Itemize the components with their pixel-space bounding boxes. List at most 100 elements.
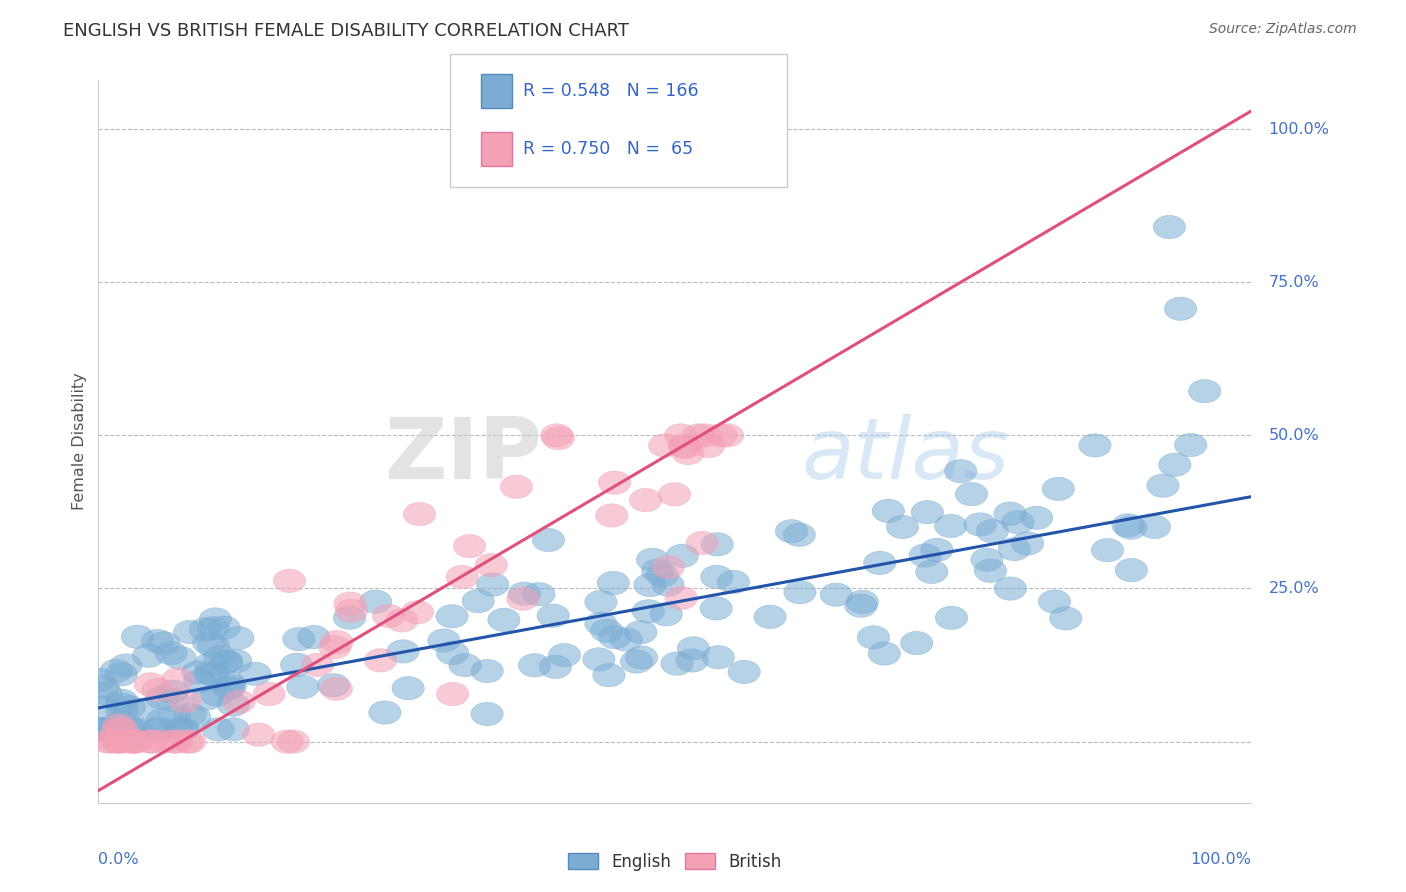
Ellipse shape [775,519,807,543]
Ellipse shape [298,625,330,648]
Ellipse shape [91,718,124,741]
Ellipse shape [197,634,229,657]
Ellipse shape [540,424,572,447]
Ellipse shape [1021,506,1053,530]
Ellipse shape [728,660,761,683]
Ellipse shape [598,572,630,595]
Ellipse shape [135,730,167,753]
Ellipse shape [501,475,533,499]
Ellipse shape [1159,453,1191,476]
Text: R = 0.750   N =  65: R = 0.750 N = 65 [523,140,693,159]
Ellipse shape [436,682,468,706]
Ellipse shape [634,574,666,597]
Ellipse shape [159,706,191,729]
Ellipse shape [83,668,115,691]
Ellipse shape [658,483,690,506]
Ellipse shape [886,516,918,539]
Ellipse shape [908,544,941,567]
Ellipse shape [1050,607,1081,630]
Ellipse shape [523,582,555,606]
Ellipse shape [148,632,180,655]
Ellipse shape [626,646,658,669]
Ellipse shape [610,628,643,651]
Ellipse shape [194,653,226,676]
Ellipse shape [593,664,626,687]
Ellipse shape [201,683,233,706]
Ellipse shape [96,730,128,753]
Ellipse shape [624,621,657,644]
Ellipse shape [319,636,352,659]
Y-axis label: Female Disability: Female Disability [72,373,87,510]
Ellipse shape [368,701,401,724]
Ellipse shape [105,699,138,723]
Ellipse shape [103,714,135,737]
Ellipse shape [976,519,1008,542]
Ellipse shape [101,719,134,742]
Ellipse shape [212,672,245,695]
Ellipse shape [672,442,704,465]
Ellipse shape [665,424,697,447]
Ellipse shape [277,730,309,753]
Ellipse shape [142,718,174,741]
Ellipse shape [477,573,509,596]
Ellipse shape [676,648,709,673]
Ellipse shape [385,608,418,632]
Ellipse shape [335,592,366,615]
Ellipse shape [630,489,662,512]
Ellipse shape [91,730,124,753]
Ellipse shape [845,594,877,617]
Ellipse shape [711,424,744,447]
Ellipse shape [146,686,179,709]
Ellipse shape [200,607,232,631]
Ellipse shape [146,708,179,732]
Ellipse shape [446,566,478,589]
Ellipse shape [668,434,700,458]
Text: 25.0%: 25.0% [1268,581,1319,596]
Ellipse shape [1039,590,1070,613]
Ellipse shape [318,673,350,697]
Ellipse shape [633,599,665,623]
Ellipse shape [89,718,121,741]
Ellipse shape [392,677,425,700]
Ellipse shape [156,680,188,703]
Ellipse shape [103,712,135,735]
Ellipse shape [281,653,312,676]
Ellipse shape [101,718,134,741]
Ellipse shape [188,618,221,641]
Ellipse shape [650,603,682,626]
Ellipse shape [1139,516,1171,539]
Ellipse shape [202,718,235,741]
Ellipse shape [242,723,274,747]
Ellipse shape [858,625,890,649]
Ellipse shape [103,730,135,753]
Ellipse shape [301,653,333,676]
Ellipse shape [1078,434,1111,457]
Text: R = 0.548   N = 166: R = 0.548 N = 166 [523,82,699,101]
Ellipse shape [166,718,198,741]
Ellipse shape [157,689,190,712]
Ellipse shape [915,560,948,583]
Ellipse shape [689,424,721,447]
Ellipse shape [211,650,243,673]
Ellipse shape [970,548,1002,571]
Ellipse shape [373,604,405,628]
Ellipse shape [165,647,197,670]
Ellipse shape [1153,215,1185,239]
Ellipse shape [717,570,749,593]
Ellipse shape [121,718,152,741]
Ellipse shape [620,650,652,673]
Ellipse shape [585,591,617,614]
Ellipse shape [84,718,117,741]
Ellipse shape [682,424,714,447]
Ellipse shape [114,730,146,753]
Ellipse shape [648,434,681,457]
Ellipse shape [537,604,569,627]
Ellipse shape [846,591,879,614]
Ellipse shape [190,687,222,710]
Ellipse shape [700,566,733,589]
Ellipse shape [335,599,367,623]
Ellipse shape [142,678,174,701]
Ellipse shape [783,524,815,547]
Ellipse shape [911,500,943,524]
Ellipse shape [652,556,685,579]
